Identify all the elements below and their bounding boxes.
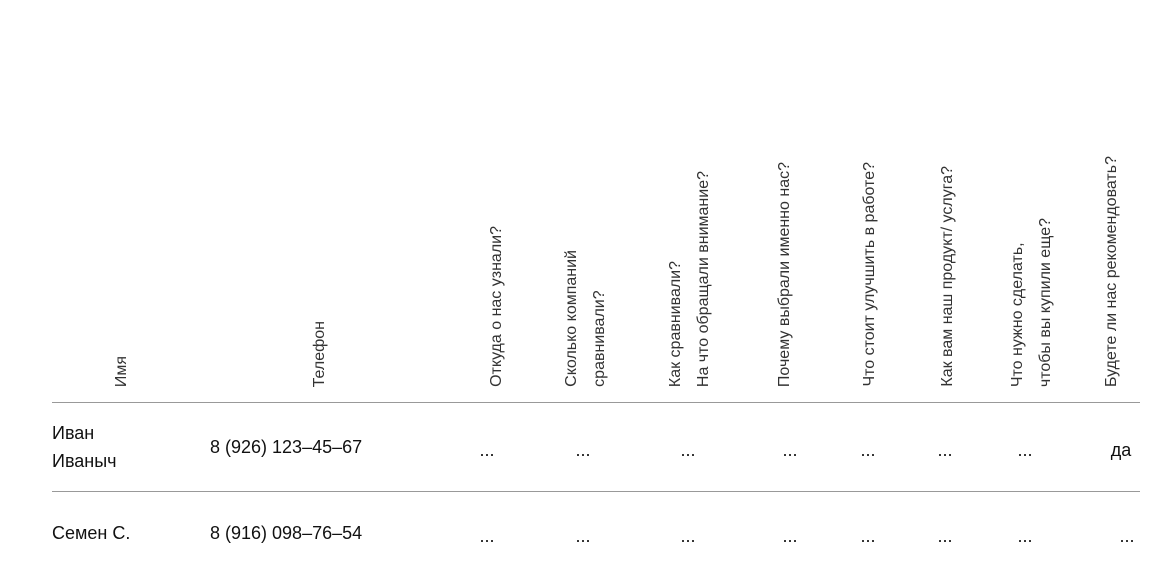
row-answer: ...	[575, 440, 591, 460]
header-companies-compared: Сколько компаний сравнивали?	[563, 250, 608, 387]
row-answer: ...	[860, 440, 876, 460]
row-answer: да	[1110, 440, 1132, 460]
row-answer: ...	[680, 526, 696, 546]
header-how-compared: Как сравнивали? На что обращали внимание…	[667, 170, 712, 387]
row-answer: ...	[1017, 440, 1033, 460]
header-improve: Что стоит улучшить в работе?	[861, 162, 878, 387]
row-divider	[52, 491, 1140, 492]
header-source: Откуда о нас узнали?	[488, 226, 505, 387]
header-product-opinion: Как вам наш продукт/ услуга?	[939, 166, 956, 387]
header-why-us: Почему выбрали именно нас?	[776, 161, 793, 387]
header-recommend: Будете ли нас рекомендовать?	[1103, 156, 1120, 387]
row-phone: 8 (916) 098–76–54	[210, 523, 363, 543]
header-divider	[52, 402, 1140, 403]
row-name: Семен С.	[52, 523, 131, 543]
row-answer: ...	[680, 440, 696, 460]
row-answer: ...	[575, 526, 591, 546]
row-answer: ...	[1017, 526, 1033, 546]
row-answer: ...	[937, 440, 953, 460]
row-answer: ...	[937, 526, 953, 546]
header-buy-again: Что нужно сделать, чтобы вы купили еще?	[1009, 217, 1054, 387]
row-answer: ...	[479, 526, 495, 546]
row-answer: ...	[782, 440, 798, 460]
row-phone: 8 (926) 123–45–67	[210, 437, 363, 457]
row-answer: ...	[1119, 526, 1135, 546]
header-phone: Телефон	[311, 320, 328, 387]
row-name: Иван Иваныч	[52, 423, 117, 471]
header-name: Имя	[113, 355, 130, 387]
row-answer: ...	[782, 526, 798, 546]
row-answer: ...	[479, 440, 495, 460]
row-answer: ...	[860, 526, 876, 546]
